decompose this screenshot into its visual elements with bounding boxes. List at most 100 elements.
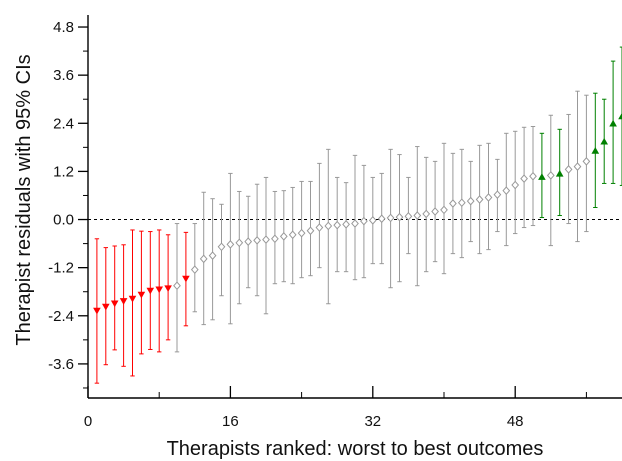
therapist-point bbox=[155, 229, 163, 353]
therapist-point bbox=[546, 114, 555, 247]
therapist-point bbox=[217, 203, 226, 297]
therapist-point bbox=[440, 142, 448, 275]
therapist-point bbox=[466, 160, 475, 243]
therapist-point bbox=[324, 148, 333, 305]
therapist-point bbox=[386, 148, 395, 289]
data-point-marker bbox=[164, 285, 172, 293]
therapist-point bbox=[431, 160, 439, 263]
data-point-marker bbox=[449, 199, 457, 208]
data-point-marker bbox=[555, 169, 564, 177]
data-point-marker bbox=[377, 214, 386, 224]
therapist-point bbox=[226, 172, 235, 325]
data-point-marker bbox=[502, 186, 511, 196]
therapist-point bbox=[368, 176, 377, 265]
therapist-point bbox=[288, 186, 297, 285]
x-tick-label: 48 bbox=[507, 413, 524, 430]
data-point-marker bbox=[244, 237, 253, 246]
therapist-point bbox=[110, 245, 119, 351]
therapist-point bbox=[395, 154, 404, 283]
y-tick-label: -3.6 bbox=[48, 356, 74, 373]
therapist-point bbox=[137, 230, 146, 355]
therapist-point bbox=[315, 162, 324, 269]
data-point-marker bbox=[511, 180, 520, 190]
therapist-point bbox=[529, 125, 537, 227]
y-tick-label: -2.4 bbox=[48, 308, 74, 325]
data-point-marker bbox=[493, 190, 502, 200]
therapist-point bbox=[360, 164, 368, 279]
data-point-marker bbox=[190, 265, 199, 275]
data-point-marker bbox=[93, 307, 101, 315]
data-point-marker bbox=[546, 171, 555, 180]
data-point-marker bbox=[413, 211, 422, 220]
data-point-marker bbox=[351, 219, 359, 228]
therapist-point bbox=[493, 158, 502, 233]
data-point-marker bbox=[208, 251, 217, 260]
therapist-point bbox=[190, 223, 199, 313]
therapist-point bbox=[609, 60, 617, 184]
therapist-point bbox=[520, 126, 528, 229]
therapist-point bbox=[573, 90, 582, 243]
data-point-marker bbox=[288, 230, 297, 240]
data-point-marker bbox=[146, 287, 155, 295]
therapist-point bbox=[262, 176, 270, 315]
y-tick-label: -1.2 bbox=[48, 260, 74, 277]
therapist-point bbox=[404, 176, 413, 255]
label-layer: Therapists ranked: worst to best outcome… bbox=[13, 54, 543, 460]
data-point-marker bbox=[182, 275, 190, 283]
y-tick-label: 1.2 bbox=[53, 163, 74, 180]
therapist-point bbox=[511, 130, 520, 235]
therapist-point bbox=[199, 191, 208, 326]
therapist-point bbox=[244, 195, 253, 289]
therapist-point bbox=[457, 148, 466, 259]
data-point-marker bbox=[119, 298, 128, 305]
data-point-marker bbox=[137, 291, 146, 299]
data-point-marker bbox=[484, 193, 493, 202]
data-point-marker bbox=[297, 228, 306, 238]
therapist-point bbox=[297, 180, 306, 279]
therapist-point bbox=[235, 190, 244, 305]
data-point-marker bbox=[618, 112, 622, 120]
therapist-point bbox=[333, 176, 342, 273]
data-point-marker bbox=[475, 195, 484, 204]
data-point-marker bbox=[600, 137, 608, 145]
data-point-marker bbox=[226, 240, 235, 249]
therapist-point bbox=[93, 238, 101, 384]
therapist-point bbox=[449, 152, 457, 255]
data-point-marker bbox=[279, 232, 288, 241]
data-point-marker bbox=[386, 213, 395, 223]
y-tick-label: 2.4 bbox=[53, 115, 74, 132]
axis-layer: 4.8 3.6 2.4 1.2 0.0 -1.2 -2.4 -3.6 0 16 32 48 bbox=[48, 15, 622, 430]
x-tick-label: 32 bbox=[364, 413, 381, 430]
therapist-point bbox=[271, 190, 279, 285]
data-point-marker bbox=[564, 165, 573, 174]
data-point-marker bbox=[253, 236, 261, 245]
data-point-marker bbox=[342, 219, 350, 229]
data-point-marker bbox=[466, 196, 475, 206]
data-point-marker bbox=[368, 215, 377, 225]
data-point-marker bbox=[573, 162, 582, 171]
data-point-marker bbox=[609, 119, 617, 127]
therapist-point bbox=[182, 231, 190, 327]
therapist-point bbox=[564, 113, 573, 225]
data-point-marker bbox=[315, 223, 324, 232]
therapist-point bbox=[164, 234, 172, 341]
data-point-marker bbox=[102, 303, 110, 311]
x-tick-label: 0 bbox=[84, 413, 92, 430]
data-point-marker bbox=[582, 157, 591, 166]
data-point-marker bbox=[155, 286, 163, 294]
data-point-marker bbox=[235, 238, 244, 248]
y-axis-label: Therapist residuals with 95% CIs bbox=[13, 54, 35, 345]
therapist-point bbox=[591, 92, 600, 209]
therapist-point bbox=[253, 183, 261, 297]
therapist-point bbox=[119, 244, 128, 367]
x-tick-label: 16 bbox=[222, 413, 239, 430]
data-point-marker bbox=[529, 171, 537, 181]
data-point-marker bbox=[520, 174, 528, 183]
therapist-point bbox=[279, 190, 288, 283]
therapist-point bbox=[484, 142, 493, 251]
therapist-point bbox=[377, 172, 386, 265]
data-point-marker bbox=[404, 211, 413, 221]
therapist-point bbox=[128, 229, 137, 377]
therapist-point bbox=[618, 46, 622, 186]
